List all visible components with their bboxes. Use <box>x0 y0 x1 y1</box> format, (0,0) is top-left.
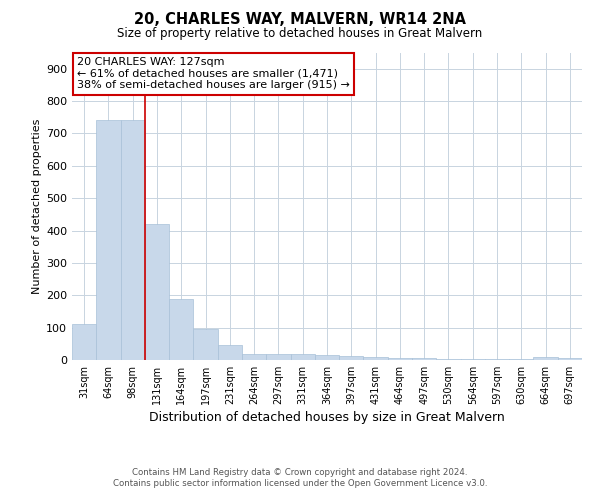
Bar <box>218 346 242 360</box>
Bar <box>290 354 315 360</box>
Bar <box>558 358 582 360</box>
Bar <box>145 224 169 360</box>
Bar <box>461 359 485 360</box>
Bar <box>364 357 388 360</box>
Bar <box>412 358 436 360</box>
Bar <box>193 329 218 360</box>
Bar <box>169 298 193 360</box>
Text: 20, CHARLES WAY, MALVERN, WR14 2NA: 20, CHARLES WAY, MALVERN, WR14 2NA <box>134 12 466 28</box>
Bar <box>242 354 266 360</box>
X-axis label: Distribution of detached houses by size in Great Malvern: Distribution of detached houses by size … <box>149 411 505 424</box>
Bar <box>533 358 558 360</box>
Bar <box>96 120 121 360</box>
Bar <box>436 359 461 360</box>
Text: Size of property relative to detached houses in Great Malvern: Size of property relative to detached ho… <box>118 28 482 40</box>
Bar <box>72 324 96 360</box>
Bar <box>388 358 412 360</box>
Bar <box>266 354 290 360</box>
Y-axis label: Number of detached properties: Number of detached properties <box>32 118 42 294</box>
Bar <box>121 120 145 360</box>
Bar <box>315 355 339 360</box>
Text: 20 CHARLES WAY: 127sqm
← 61% of detached houses are smaller (1,471)
38% of semi-: 20 CHARLES WAY: 127sqm ← 61% of detached… <box>77 57 350 90</box>
Bar <box>339 356 364 360</box>
Text: Contains HM Land Registry data © Crown copyright and database right 2024.
Contai: Contains HM Land Registry data © Crown c… <box>113 468 487 487</box>
